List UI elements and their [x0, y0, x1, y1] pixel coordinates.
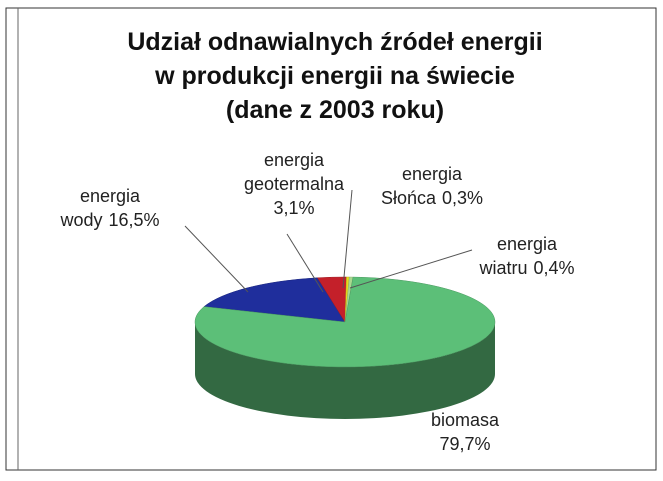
- chart-title: w produkcji energii na świecie: [154, 62, 515, 90]
- value-label: 79,7%: [439, 434, 491, 454]
- slice-label: biomasa 79,7%: [410, 408, 520, 456]
- frame: [5, 7, 657, 471]
- chart-title: (dane z 2003 roku): [226, 96, 444, 124]
- slice-label: energia wody 16,5%: [30, 184, 190, 232]
- leader-line: [342, 189, 353, 289]
- chart-title: Udział odnawialnych źródeł energii: [127, 28, 542, 56]
- leader-line: [349, 249, 473, 289]
- slice-label: energia Słońca 0,3%: [368, 162, 496, 210]
- category-label: energia geotermalna: [243, 150, 345, 194]
- category-label: energia wiatru: [479, 234, 558, 278]
- category-label: energia wody: [60, 186, 141, 230]
- category-label: biomasa: [430, 410, 500, 430]
- leader-line: [184, 225, 249, 293]
- slice-label: energia geotermalna 3,1%: [232, 148, 356, 220]
- value-label: 0,4%: [533, 258, 575, 278]
- slice: [194, 276, 496, 368]
- slice: [203, 277, 346, 323]
- slice-label: energia wiatru 0,4%: [462, 232, 592, 280]
- value-label: 3,1%: [273, 198, 315, 218]
- value-label: 0,3%: [442, 188, 484, 208]
- category-label: energia Słońca: [380, 164, 463, 208]
- pie: [194, 276, 496, 419]
- value-label: 16,5%: [108, 210, 160, 230]
- leader-line: [286, 233, 324, 293]
- slice-side: [195, 322, 495, 419]
